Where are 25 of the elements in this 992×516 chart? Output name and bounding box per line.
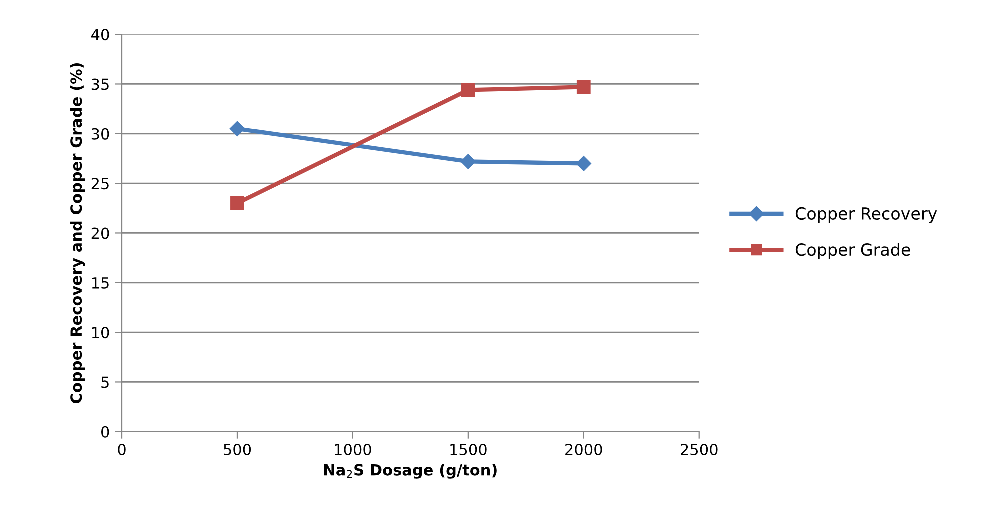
y-tick-label: 40: [92, 29, 110, 41]
x-tick-label: 0: [118, 444, 126, 456]
point: [230, 121, 246, 137]
y-tick-label: 5: [102, 376, 109, 388]
y-tick-label: 0: [101, 426, 110, 438]
y-axis-title: Copper Recovery and Copper Grade (%): [70, 63, 86, 404]
legend-label: Copper Recovery: [796, 207, 938, 224]
y-tick-label: 15: [92, 278, 109, 289]
y-tick-label: 35: [92, 78, 109, 90]
x-axis-title: Na$_{2}$S Dosage (g/ton): [324, 464, 497, 479]
y-tick-label: 25: [92, 178, 109, 190]
x-tick-label: 2500: [681, 444, 718, 456]
x-tick-label: 500: [224, 444, 252, 456]
point: [461, 83, 476, 98]
y-tick-label: 20: [92, 228, 110, 240]
point: [576, 156, 592, 172]
point: [576, 80, 591, 94]
x-tick-label: 2000: [566, 444, 602, 456]
y-tick-label: 10: [92, 327, 110, 339]
y-tick-label: 30: [92, 128, 110, 140]
point: [230, 196, 244, 210]
point: [460, 154, 476, 170]
legend-label: Copper Grade: [796, 243, 910, 260]
x-tick-label: 1000: [335, 444, 372, 456]
x-tick-label: 1500: [450, 444, 487, 456]
